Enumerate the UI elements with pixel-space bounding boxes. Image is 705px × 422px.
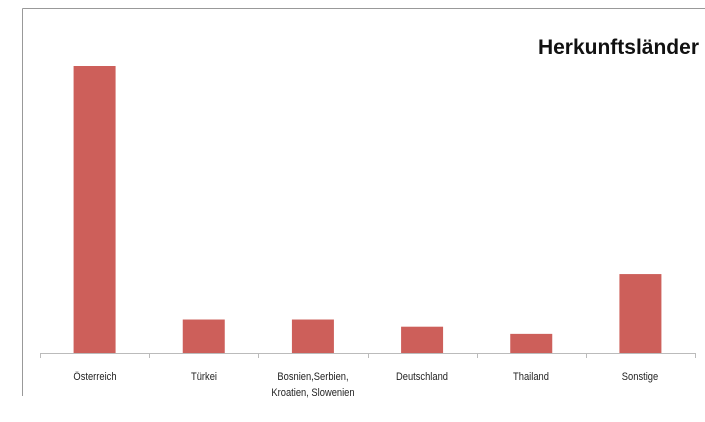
bar — [291, 319, 334, 353]
bar — [619, 274, 662, 353]
x-tick-label: Sonstige — [622, 371, 659, 383]
x-tick-label: Türkei — [190, 371, 217, 383]
bar — [510, 333, 553, 353]
x-tick-label: Deutschland — [396, 371, 449, 383]
x-tick-label: Thailand — [513, 371, 550, 383]
x-tick-label: Bosnien,Serbien, Kroatien, Slowenien — [271, 371, 355, 399]
chart-title: Herkunftsländer — [537, 36, 699, 59]
x-tick-label: Österreich — [73, 371, 117, 383]
bar — [73, 66, 116, 353]
bar — [182, 319, 225, 353]
bar — [401, 326, 444, 353]
